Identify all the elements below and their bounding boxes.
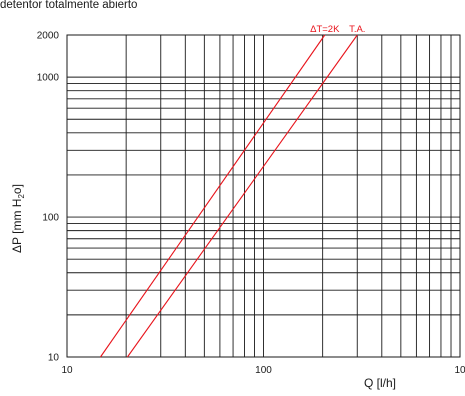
series-line bbox=[126, 34, 358, 358]
plot-frame bbox=[66, 34, 461, 358]
y-tick-label: 1000 bbox=[37, 73, 60, 84]
x-tick-label: 10 bbox=[454, 365, 465, 376]
x-tick-label: 100 bbox=[255, 365, 272, 376]
y-axis-title-main: ΔP [mm H bbox=[10, 199, 24, 253]
series-label: T.A. bbox=[349, 24, 365, 35]
y-tick-label: 10 bbox=[48, 353, 60, 364]
chart-title: detentor totalmente abierto bbox=[0, 0, 138, 11]
x-tick-label: 10 bbox=[61, 365, 73, 376]
y-tick-label: 2000 bbox=[37, 31, 60, 42]
y-axis-title: ΔP [mm H2o] bbox=[10, 184, 26, 253]
y-axis-title-subscript: 2 bbox=[17, 194, 26, 199]
series-label: ΔT=2K bbox=[310, 24, 340, 35]
x-axis-title: Q [l/h] bbox=[364, 376, 396, 390]
series-line bbox=[100, 34, 326, 358]
y-axis-title-tail: o] bbox=[10, 184, 24, 194]
series-lines: ΔT=2K T.A. bbox=[100, 24, 365, 358]
y-tick-label: 100 bbox=[42, 213, 59, 224]
grid bbox=[67, 35, 460, 357]
